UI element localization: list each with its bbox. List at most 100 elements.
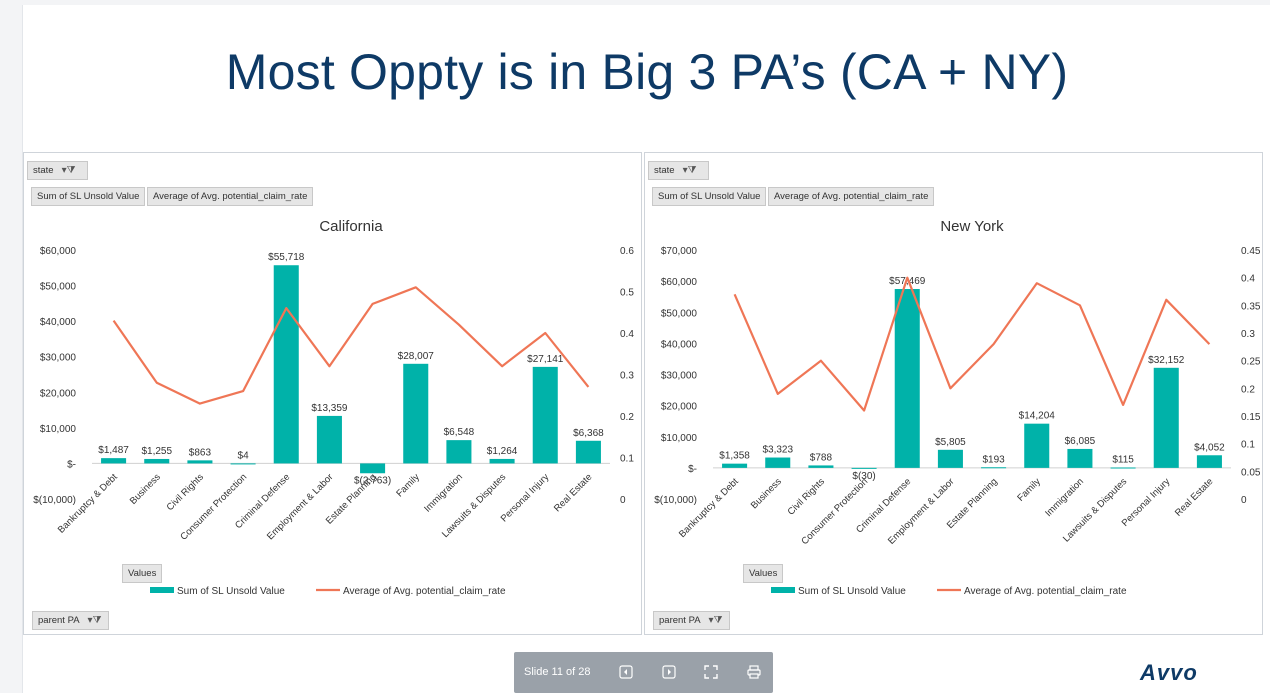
bar [101,458,127,464]
bar [722,463,748,468]
data-label: $1,255 [141,446,172,457]
y2-tick-label: 0.6 [620,246,634,257]
state-filter-button[interactable]: state ▾⧩ [648,161,709,180]
value-pill-avg[interactable]: Average of Avg. potential_claim_rate [768,187,935,206]
values-pill[interactable]: Values [122,564,163,583]
data-label: $6,085 [1065,436,1096,447]
bar [808,465,834,468]
next-slide-icon[interactable] [662,665,676,679]
parent-pa-filter-button[interactable]: parent PA ▾⧩ [32,611,109,630]
value-pill-avg[interactable]: Average of Avg. potential_claim_rate [147,187,314,206]
bar [1110,467,1136,469]
y-tick-label: $20,000 [40,388,77,399]
bar [1067,448,1093,468]
y2-tick-label: 0.5 [620,288,634,299]
data-label: $115 [1112,455,1134,466]
bar [1153,367,1179,468]
chart-title: New York [940,218,1004,235]
bar [894,289,920,468]
filter-icon: ▾⧩ [708,615,723,626]
chart-california: California $60,000 $50,000 $40,000 $30,000 $2… [33,218,634,597]
category-label: Business [749,476,784,511]
y2-tick-label: 0.4 [620,329,634,340]
y-tick-label: $(10,000) [33,495,76,506]
y2-tick-label: 0 [620,495,626,506]
value-pill-sum[interactable]: Sum of SL Unsold Value [31,187,146,206]
data-label: $6,368 [573,428,604,439]
y2-tick-label: 0 [1241,495,1247,506]
previous-slide-icon[interactable] [619,665,633,679]
print-icon[interactable] [747,665,761,679]
category-label: Business [128,472,163,507]
data-label: $4,052 [1194,442,1225,453]
slide-title: Most Oppty is in Big 3 PA’s (CA + NY) [225,44,1069,100]
filter-icon: ▾⧩ [682,165,697,176]
bar [187,460,213,464]
bar [489,458,515,464]
values-pill[interactable]: Values [743,564,784,583]
state-filter-button[interactable]: state ▾⧩ [27,161,88,180]
category-label: Family [1015,476,1043,504]
chart-panel-new-york: state ▾⧩ Sum of SL Unsold Value Average o… [644,152,1263,635]
state-filter-label: state [654,165,675,176]
filter-icon: ▾⧩ [61,165,76,176]
y-tick-label: $- [688,464,697,475]
y-tick-label: $50,000 [661,308,698,319]
category-label: Immigration [422,472,465,515]
y-tick-label: $(10,000) [654,495,697,506]
bar [765,457,791,468]
data-label: $28,007 [398,351,435,362]
category-label: Real Estate [1173,476,1216,519]
data-label: $863 [189,447,212,458]
y2-tick-label: 0.2 [1241,384,1255,395]
data-label: $4 [238,450,250,461]
chart-new-york: New York $70,000 $60,000 $50,000 $40,000 $30,… [654,218,1261,597]
category-label: Immigration [1043,476,1086,519]
y2-tick-label: 0.3 [620,371,634,382]
y-tick-label: $40,000 [661,339,698,350]
category-label: Civil Rights [165,472,207,514]
legend-label: Sum of SL Unsold Value [798,586,906,597]
data-label: $(30) [852,471,875,482]
legend-label: Sum of SL Unsold Value [177,586,285,597]
bar [1024,423,1050,468]
line-series [112,286,590,405]
legend-label: Average of Avg. potential_claim_rate [964,586,1127,597]
slide-counter: Slide 11 of 28 [524,666,591,678]
y-tick-label: $30,000 [40,353,77,364]
data-label: $193 [982,454,1005,465]
data-label: $1,487 [98,445,129,456]
parent-pa-filter-label: parent PA [38,615,80,626]
bar [273,265,299,464]
bar [230,463,256,465]
parent-pa-filter-button[interactable]: parent PA ▾⧩ [653,611,730,630]
legend-bar-swatch [150,587,174,593]
y2-tick-label: 0.25 [1241,357,1261,368]
legend-bar-swatch [771,587,795,593]
state-filter-label: state [33,165,54,176]
y2-tick-label: 0.3 [1241,329,1255,340]
data-label: $57,469 [889,276,926,287]
y-tick-label: $70,000 [661,246,698,257]
y2-tick-label: 0.05 [1241,467,1261,478]
y-tick-label: $40,000 [40,317,77,328]
legend-label: Average of Avg. potential_claim_rate [343,586,506,597]
y2-tick-label: 0.1 [620,454,634,465]
value-pill-sum[interactable]: Sum of SL Unsold Value [652,187,767,206]
bar [360,463,386,474]
bar [403,363,429,464]
data-label: $3,323 [762,445,793,456]
y-tick-label: $20,000 [661,402,698,413]
y-tick-label: $10,000 [661,433,698,444]
filter-icon: ▾⧩ [87,615,102,626]
slide-controls: Slide 11 of 28 [514,652,773,693]
category-label: Family [394,472,422,500]
data-label: $5,805 [935,437,966,448]
data-label: $32,152 [1148,355,1185,366]
y-tick-label: $30,000 [661,371,698,382]
y2-tick-label: 0.35 [1241,301,1261,312]
fullscreen-icon[interactable] [704,665,718,679]
category-label: Bankruptcy & Debt [677,476,741,540]
bar [532,366,558,464]
y-tick-label: $10,000 [40,424,77,435]
